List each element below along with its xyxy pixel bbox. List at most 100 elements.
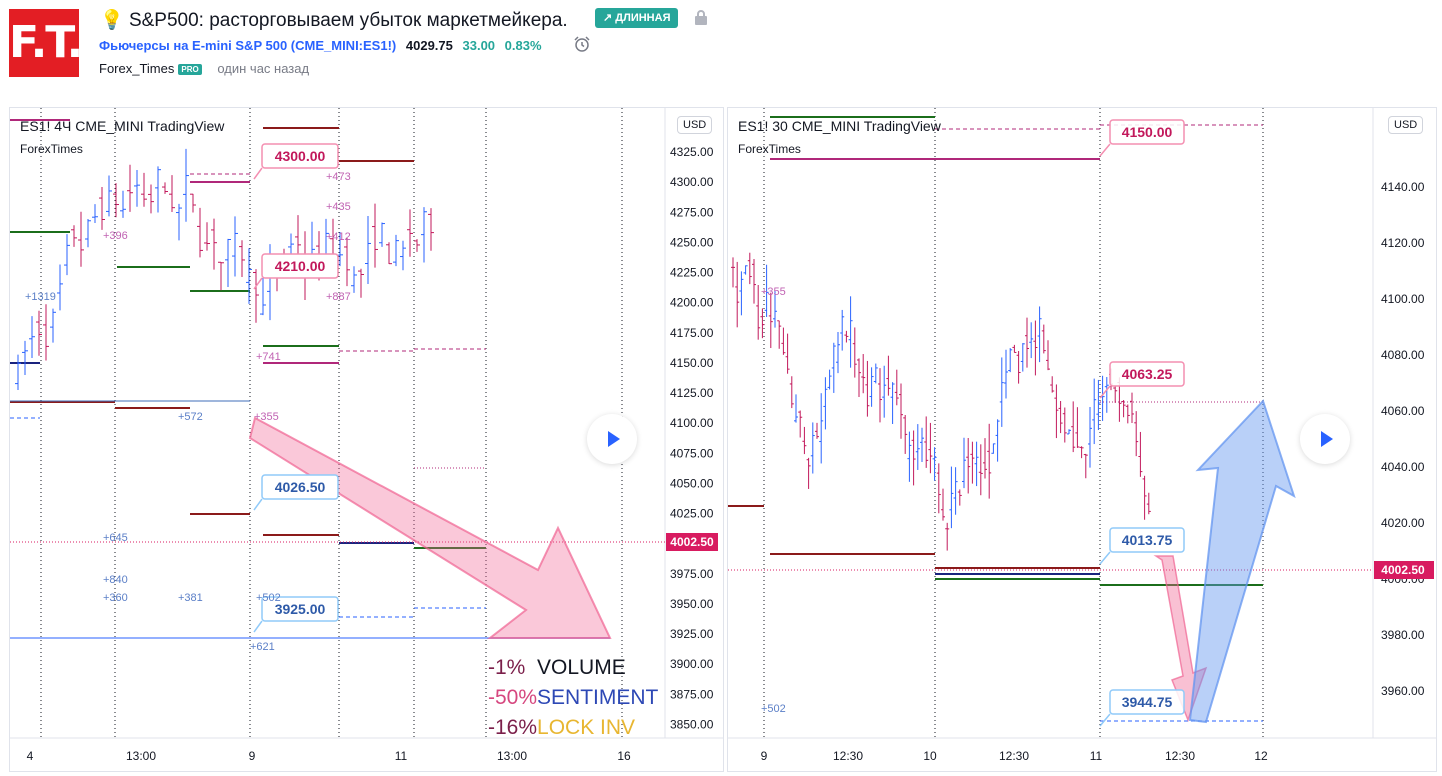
y-tick-label: 4100.00 — [670, 416, 714, 430]
down-arrow — [248, 416, 612, 639]
y-tick-label: 3960.00 — [1381, 684, 1425, 698]
y-tick-label: 4325.00 — [670, 145, 714, 159]
y-tick-label: 4060.00 — [1381, 404, 1425, 418]
level-box-pointer — [1099, 385, 1111, 399]
left-chart-subtitle: ForexTimes — [20, 142, 83, 156]
y-tick-label: 4140.00 — [1381, 180, 1425, 194]
legend-row-sentiment: -50%SENTIMENT — [488, 683, 658, 713]
level-box-label: 4013.75 — [1122, 532, 1173, 548]
right-play-button[interactable] — [1300, 414, 1350, 464]
level-box — [261, 596, 339, 622]
y-tick-label: 3980.00 — [1381, 628, 1425, 642]
legend-label: SENTIMENT — [537, 686, 659, 709]
current-price-label: 4002.50 — [1381, 563, 1425, 577]
y-tick-label: 4080.00 — [1381, 348, 1425, 362]
annotation-label: +502 — [761, 703, 786, 715]
author-name[interactable]: Forex_Times — [99, 61, 175, 76]
y-tick-label: 4020.00 — [1381, 516, 1425, 530]
symbol-line: Фьючерсы на E-mini S&P 500 (CME_MINI:ES1… — [99, 38, 542, 53]
x-tick-label: 4 — [27, 749, 34, 763]
annotation-label: +355 — [254, 411, 279, 423]
level-box — [1109, 119, 1185, 145]
y-tick-label: 4125.00 — [670, 386, 714, 400]
legend-row-lock-inv: -16%LOCK INV — [488, 713, 658, 743]
level-box-label: 4150.00 — [1122, 124, 1173, 140]
lock-icon — [695, 10, 707, 25]
direction-badge: ↗ ДЛИННАЯ — [595, 8, 679, 28]
play-icon — [1321, 431, 1333, 447]
right-chart-title: ES1! 30 CME_MINI TradingView — [738, 118, 941, 134]
level-box — [261, 253, 339, 279]
annotation-label: +355 — [761, 286, 786, 298]
legend-label: VOLUME — [537, 656, 626, 679]
level-box-pointer — [1099, 551, 1111, 565]
y-tick-label: 4275.00 — [670, 205, 714, 219]
right-chart-svg[interactable]: 4140.00 4120.00 4100.00 4080.00 4060.00 4040.… — [728, 108, 1436, 771]
left-play-button[interactable] — [587, 414, 637, 464]
y-tick-label: 3975.00 — [670, 567, 714, 581]
symbol-price: 4029.75 — [405, 38, 453, 53]
x-tick-label: 16 — [617, 749, 631, 763]
annotation-label: +502 — [256, 592, 281, 604]
x-tick-label: 12:30 — [1165, 749, 1195, 763]
y-tick-label: 3850.00 — [670, 717, 714, 731]
annotation-label: +741 — [256, 351, 281, 363]
annotation-label: +1319 — [25, 291, 56, 303]
level-box-pointer — [1099, 143, 1111, 157]
left-chart-panel[interactable]: 4325.00 4300.00 4275.00 4250.00 4225.00 4200.… — [9, 107, 724, 772]
y-tick-label: 3900.00 — [670, 657, 714, 671]
right-chart-panel[interactable]: 4140.00 4120.00 4100.00 4080.00 4060.00 4040.… — [727, 107, 1437, 772]
level-box-pointer — [253, 498, 263, 511]
current-price-tag — [1374, 561, 1434, 579]
annotation-label: +621 — [250, 641, 275, 653]
pro-badge: PRO — [178, 64, 202, 76]
y-tick-label: 4175.00 — [670, 326, 714, 340]
legend-pct: -16% — [488, 716, 538, 739]
alarm-clock-icon[interactable] — [573, 35, 591, 53]
level-box-pointer — [1099, 713, 1111, 727]
published-time: один час назад — [217, 61, 310, 76]
right-chart-subtitle: ForexTimes — [738, 142, 801, 156]
level-box-pointer — [253, 277, 263, 290]
level-box-label: 4026.50 — [275, 479, 326, 495]
x-tick-label: 9 — [249, 749, 256, 763]
annotation-label: +435 — [326, 201, 351, 213]
symbol-change: 33.00 — [462, 38, 496, 53]
right-currency-badge[interactable]: USD — [1388, 116, 1424, 134]
x-tick-label: 10 — [923, 749, 937, 763]
annotation-label: +396 — [103, 230, 128, 242]
x-tick-label: 12:30 — [999, 749, 1029, 763]
level-box-label: 4210.00 — [275, 258, 326, 274]
level-box — [1109, 361, 1185, 387]
annotation-label: +360 — [103, 592, 128, 604]
y-tick-label: 4075.00 — [670, 446, 714, 460]
y-tick-label: 4040.00 — [1381, 460, 1425, 474]
forex-times-logo[interactable]: F.T. — [9, 9, 83, 77]
author-line: Forex_Times PRO один час назад — [99, 61, 309, 76]
legend-pct: -1% — [488, 656, 526, 679]
annotation-label: +645 — [103, 532, 128, 544]
annotation-label: +381 — [178, 592, 203, 604]
y-tick-label: 4050.00 — [670, 476, 714, 490]
x-tick-label: 12:30 — [833, 749, 863, 763]
left-currency-badge[interactable]: USD — [677, 116, 713, 134]
x-tick-label: 11 — [395, 749, 408, 763]
lightbulb-icon: 💡 — [100, 10, 124, 31]
idea-title: 💡 S&P500: расторговываем убыток маркетме… — [100, 8, 568, 32]
x-tick-label: 13:00 — [497, 749, 527, 763]
x-tick-label: 12 — [1254, 749, 1268, 763]
legend-row-volume: -1% VOLUME — [488, 653, 658, 683]
annotation-label: +412 — [326, 231, 351, 243]
left-chart-svg[interactable]: 4325.00 4300.00 4275.00 4250.00 4225.00 4200.… — [10, 108, 723, 771]
up-arrow — [1188, 399, 1296, 724]
y-tick-label: 4025.00 — [670, 507, 714, 521]
level-box-pointer — [253, 620, 263, 633]
current-price-tag — [666, 533, 718, 551]
y-tick-label: 4225.00 — [670, 266, 714, 280]
x-tick-label: 9 — [761, 749, 768, 763]
level-box-label: 4063.25 — [1122, 366, 1173, 382]
y-tick-label: 4200.00 — [670, 296, 714, 310]
level-box-pointer — [253, 167, 263, 180]
legend-label: LOCK INV — [537, 716, 636, 739]
symbol-link[interactable]: Фьючерсы на E-mini S&P 500 (CME_MINI:ES1… — [99, 38, 397, 53]
